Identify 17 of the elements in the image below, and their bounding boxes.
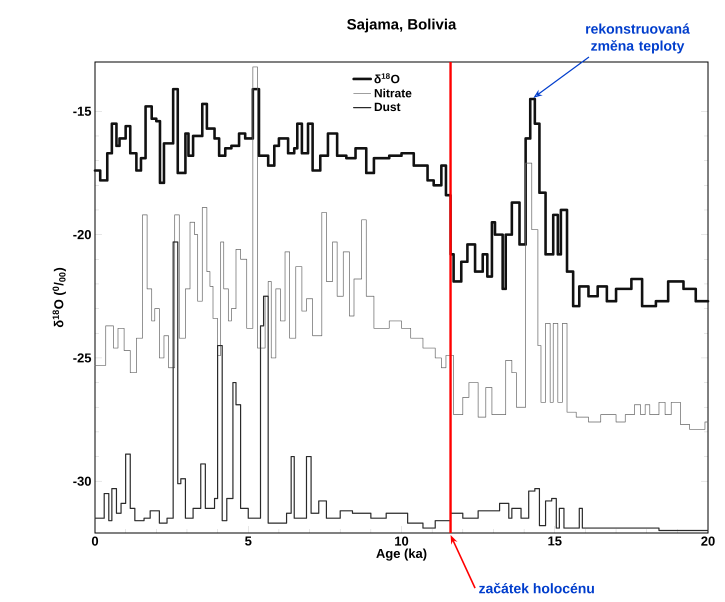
legend-label: Nitrate [374,88,412,98]
x-axis-title: Age (ka) [376,548,426,561]
annotation: rekonstruovaná změna teploty [586,23,690,54]
legend-label: δ$^{18}$O [374,73,400,84]
y-tick-label: -15 [73,106,92,116]
y-tick-label: -20 [73,230,91,240]
x-tick-label: 10 [395,536,408,546]
ref-line-label: začátek holocénu [479,582,594,594]
legend-label: Dust [374,102,400,112]
y-tick-label: -25 [73,353,92,362]
y-axis-title: δ$^{18}$O ($^{0}$/$_{00}$) [52,268,66,328]
chart-title: Sajama, Bolivia [347,18,456,32]
x-tick-label: 0 [92,536,98,546]
x-tick-label: 20 [701,536,715,546]
x-tick-label: 5 [245,536,252,546]
x-tick-label: 15 [548,536,562,546]
y-tick-label: -30 [73,476,91,486]
